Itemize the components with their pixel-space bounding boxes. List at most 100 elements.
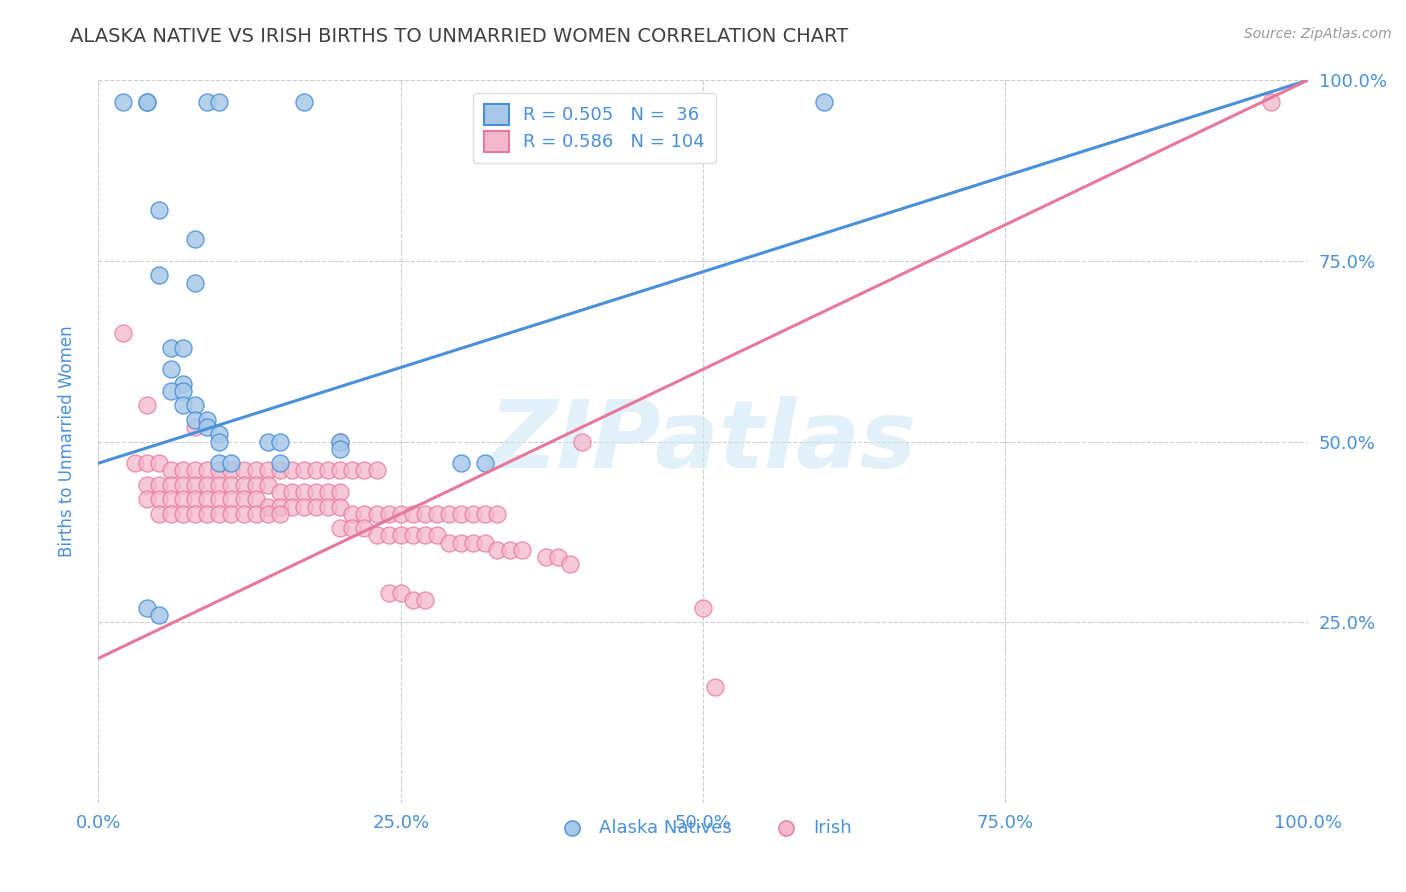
Point (281, 463, 304, 477)
Point (256, 463, 278, 477)
Point (221, 478, 243, 492)
Point (426, 528, 449, 542)
Point (316, 500, 339, 514)
Point (413, 528, 436, 542)
Point (148, 203, 170, 218)
Point (256, 478, 278, 492)
Point (256, 500, 278, 514)
Point (208, 434, 231, 449)
Point (160, 341, 183, 355)
Point (366, 507, 388, 521)
Point (208, 507, 231, 521)
Point (329, 434, 352, 449)
Point (160, 362, 183, 376)
Point (135, 95, 157, 109)
Point (221, 463, 243, 477)
Point (402, 507, 425, 521)
Point (342, 507, 364, 521)
Point (184, 398, 207, 412)
Point (269, 507, 291, 521)
Point (208, 427, 231, 442)
Point (184, 478, 207, 492)
Point (692, 600, 714, 615)
Point (486, 542, 509, 557)
Point (232, 463, 254, 477)
Point (389, 507, 412, 521)
Point (389, 586, 412, 600)
Point (172, 492, 194, 507)
Point (172, 384, 194, 398)
Point (245, 463, 267, 477)
Point (281, 500, 304, 514)
Point (135, 95, 157, 109)
Point (329, 500, 352, 514)
Point (172, 341, 194, 355)
Point (184, 232, 207, 246)
Point (160, 463, 183, 477)
Point (558, 558, 581, 572)
Point (160, 478, 183, 492)
Text: Source: ZipAtlas.com: Source: ZipAtlas.com (1244, 27, 1392, 41)
Point (269, 463, 291, 477)
Point (316, 463, 339, 477)
Point (160, 492, 183, 507)
Point (813, 95, 835, 109)
Point (292, 485, 315, 500)
Point (342, 463, 364, 477)
Point (135, 600, 157, 615)
Point (292, 500, 315, 514)
Point (474, 507, 496, 521)
Point (377, 507, 399, 521)
Point (232, 507, 254, 521)
Point (245, 478, 267, 492)
Point (208, 456, 231, 470)
Point (316, 485, 339, 500)
Point (208, 463, 231, 477)
Point (329, 434, 352, 449)
Point (160, 384, 183, 398)
Point (353, 521, 375, 535)
Point (221, 507, 243, 521)
Point (269, 434, 291, 449)
Point (292, 95, 315, 109)
Point (329, 442, 352, 456)
Point (148, 478, 170, 492)
Point (342, 521, 364, 535)
Point (305, 500, 328, 514)
Point (486, 507, 509, 521)
Point (135, 478, 157, 492)
Point (148, 268, 170, 283)
Point (1260, 95, 1282, 109)
Point (305, 485, 328, 500)
Point (148, 492, 170, 507)
Point (135, 398, 157, 412)
Point (195, 478, 218, 492)
Point (269, 456, 291, 470)
Point (329, 521, 352, 535)
Point (172, 507, 194, 521)
Point (413, 593, 436, 607)
Point (498, 542, 520, 557)
Point (184, 507, 207, 521)
Point (450, 507, 472, 521)
Point (111, 326, 134, 340)
Point (195, 463, 218, 477)
Point (208, 492, 231, 507)
Point (256, 507, 278, 521)
Point (245, 492, 267, 507)
Point (195, 95, 218, 109)
Point (329, 463, 352, 477)
Point (547, 550, 569, 565)
Point (195, 413, 218, 427)
Point (148, 507, 170, 521)
Point (195, 492, 218, 507)
Point (450, 456, 472, 470)
Point (329, 485, 352, 500)
Point (510, 542, 533, 557)
Point (111, 95, 134, 109)
Point (221, 492, 243, 507)
Point (195, 507, 218, 521)
Point (305, 463, 328, 477)
Point (377, 586, 399, 600)
Point (474, 535, 496, 549)
